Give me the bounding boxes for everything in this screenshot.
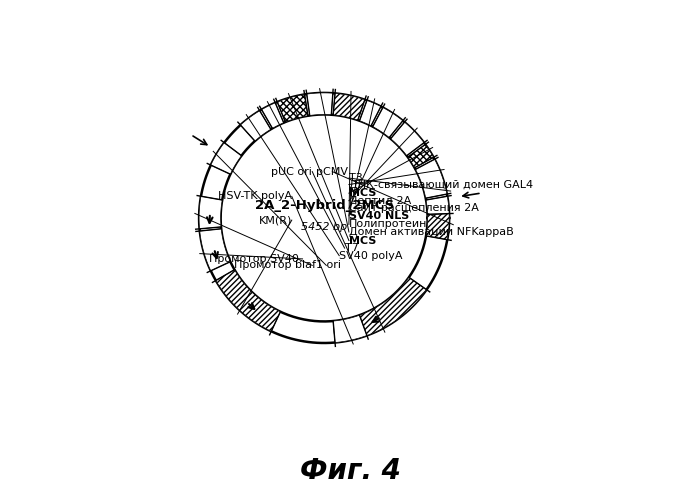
Text: Домен активации NFKappaB: Домен активации NFKappaB <box>349 227 514 237</box>
Text: HSV-TK polyA: HSV-TK polyA <box>218 192 292 201</box>
Text: T7: T7 <box>344 243 358 253</box>
Polygon shape <box>416 159 447 198</box>
Polygon shape <box>372 107 402 138</box>
Polygon shape <box>426 214 449 240</box>
Polygon shape <box>199 229 230 271</box>
Polygon shape <box>426 196 449 214</box>
Text: T3: T3 <box>349 173 363 183</box>
Polygon shape <box>333 315 367 343</box>
Text: Промотор bla: Промотор bla <box>234 260 312 270</box>
Polygon shape <box>211 143 241 174</box>
Polygon shape <box>333 94 365 120</box>
Text: KM(R): KM(R) <box>258 215 292 225</box>
Text: f1 ori: f1 ori <box>312 260 341 270</box>
Text: Полипротеин: Полипротеин <box>349 220 427 229</box>
Polygon shape <box>199 196 222 229</box>
Text: Сайт расщепления 2А: Сайт расщепления 2А <box>349 203 479 213</box>
Text: 5452 bp: 5452 bp <box>301 221 347 232</box>
Polygon shape <box>241 111 271 141</box>
Polygon shape <box>333 277 426 343</box>
Text: SV40 NLS: SV40 NLS <box>349 211 410 221</box>
Polygon shape <box>262 103 284 128</box>
Text: Пептид 2А: Пептид 2А <box>349 196 411 206</box>
Polygon shape <box>216 270 281 331</box>
Text: pCMV: pCMV <box>316 167 349 176</box>
Text: Промотор SV40.: Промотор SV40. <box>209 254 302 264</box>
Polygon shape <box>408 145 433 168</box>
Text: pUC ori: pUC ori <box>272 167 312 176</box>
Text: MCS: MCS <box>349 188 377 198</box>
Text: Фиг. 4: Фиг. 4 <box>300 457 400 485</box>
Text: MCS: MCS <box>349 236 377 245</box>
Polygon shape <box>307 93 333 116</box>
Text: ДНК-связывающий домен GAL4: ДНК-связывающий домен GAL4 <box>349 179 533 190</box>
Text: SV40 polyA: SV40 polyA <box>340 251 402 261</box>
Polygon shape <box>391 122 424 156</box>
Polygon shape <box>360 100 381 126</box>
Text: 2A_2-Hybrid_2MCS: 2A_2-Hybrid_2MCS <box>255 198 394 212</box>
Polygon shape <box>277 95 308 122</box>
